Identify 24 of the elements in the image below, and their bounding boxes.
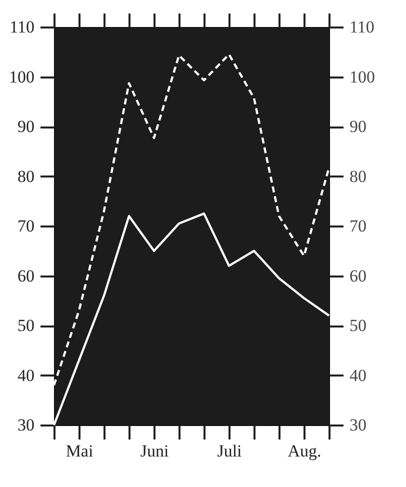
y2-tick-label: 60 [350, 266, 366, 286]
y-tick-label: 60 [18, 266, 34, 286]
x-tick-label: Aug. [288, 442, 322, 460]
y2-tick-label: 30 [350, 416, 366, 434]
y2-tick-label: 70 [350, 216, 366, 236]
y-tick-label: 50 [18, 316, 34, 335]
y2-tick-label: 40 [350, 366, 366, 385]
y2-tick-label: 80 [350, 166, 366, 186]
y-tick-label: 40 [18, 366, 34, 385]
y2-tick-label: 90 [350, 117, 366, 136]
y2-tick-label: 50 [350, 316, 366, 335]
y-tick-label: 30 [18, 416, 34, 434]
line-series [52, 212, 330, 426]
x-tick-label: Mai [66, 442, 94, 460]
y-tick-label: 90 [18, 117, 34, 136]
line-series [52, 53, 330, 386]
y-tick-label: 110 [10, 18, 34, 36]
y2-tick-label: 110 [350, 18, 374, 36]
y2-tick-label: 100 [350, 67, 375, 86]
y-tick-label: 80 [18, 166, 34, 186]
x-tick-label: Juni [140, 442, 169, 460]
x-tick-label: Juli [217, 442, 242, 460]
y-tick-label: 70 [18, 216, 34, 236]
y-tick-label: 100 [9, 67, 34, 86]
